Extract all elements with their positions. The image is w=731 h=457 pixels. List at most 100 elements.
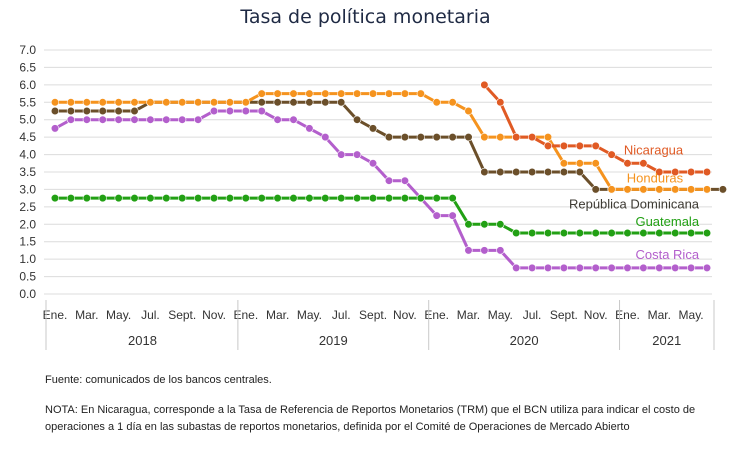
- data-point-guatemala: [496, 220, 505, 229]
- data-point-nicaragua: [591, 141, 600, 150]
- x-tick-label: May.: [297, 308, 322, 322]
- data-point-honduras: [273, 89, 282, 98]
- data-point-costa-rica: [337, 150, 346, 159]
- data-point-nicaragua: [607, 150, 616, 159]
- data-point-costa-rica: [273, 115, 282, 124]
- data-point-república-dominicana: [512, 167, 521, 177]
- data-point-república-dominicana: [718, 185, 728, 194]
- footnote: NOTA: En Nicaragua, corresponde a la Tas…: [45, 404, 696, 433]
- series-line-honduras: [55, 92, 707, 191]
- data-point-república-dominicana: [50, 106, 60, 116]
- data-point-costa-rica: [432, 211, 441, 220]
- data-point-república-dominicana: [368, 124, 378, 133]
- data-point-guatemala: [512, 228, 521, 238]
- data-point-honduras: [480, 133, 489, 142]
- x-tick-label: Mar.: [75, 308, 98, 322]
- data-point-costa-rica: [448, 211, 457, 220]
- data-point-costa-rica: [162, 115, 171, 124]
- y-tick-label: 6.5: [19, 60, 36, 74]
- data-point-república-dominicana: [496, 167, 505, 177]
- data-point-costa-rica: [480, 246, 489, 255]
- data-point-república-dominicana: [543, 167, 553, 177]
- data-point-costa-rica: [655, 263, 664, 273]
- data-point-costa-rica: [98, 115, 107, 124]
- data-point-honduras: [209, 98, 219, 107]
- data-point-república-dominicana: [559, 167, 569, 177]
- data-point-costa-rica: [559, 263, 569, 273]
- y-tick-label: 5.0: [19, 113, 36, 127]
- data-point-guatemala: [194, 194, 203, 203]
- data-point-honduras: [702, 185, 712, 194]
- data-point-honduras: [368, 89, 378, 98]
- gridlines: [44, 49, 712, 295]
- y-tick-label: 5.5: [19, 95, 36, 109]
- x-tick-label: Sept.: [359, 308, 387, 322]
- data-point-nicaragua: [527, 133, 537, 142]
- data-point-guatemala: [623, 228, 632, 238]
- data-point-costa-rica: [671, 263, 680, 273]
- data-point-costa-rica: [225, 106, 234, 116]
- data-point-honduras: [575, 159, 584, 168]
- policy-rate-chart: 0.0 0.5 1.0 1.5 2.0 2.5 3.0 3.5 4.0 4.5 5.0 5.5 6.0 6…: [19, 43, 728, 350]
- data-point-honduras: [559, 159, 569, 168]
- data-point-costa-rica: [146, 115, 155, 124]
- data-point-costa-rica: [82, 115, 91, 124]
- x-tick-label: Jul.: [523, 308, 542, 322]
- data-point-nicaragua: [639, 159, 648, 168]
- data-point-república-dominicana: [480, 167, 489, 177]
- data-point-nicaragua: [702, 167, 712, 177]
- data-point-guatemala: [337, 194, 346, 203]
- data-point-nicaragua: [480, 80, 489, 89]
- data-point-costa-rica: [257, 106, 266, 116]
- data-point-nicaragua: [512, 133, 521, 142]
- data-point-honduras: [146, 98, 155, 107]
- series-line-nicaragua: [483, 83, 707, 174]
- data-point-guatemala: [82, 194, 91, 203]
- series-label-honduras: Honduras: [627, 170, 684, 185]
- x-tick-label: Nov.: [393, 308, 417, 322]
- data-point-honduras: [671, 185, 680, 194]
- data-point-honduras: [686, 185, 696, 194]
- data-point-costa-rica: [400, 176, 410, 185]
- data-point-guatemala: [273, 194, 282, 203]
- data-point-república-dominicana: [527, 167, 537, 177]
- data-point-nicaragua: [575, 141, 584, 150]
- data-point-guatemala: [114, 194, 123, 203]
- data-point-costa-rica: [575, 263, 584, 273]
- data-point-guatemala: [591, 228, 600, 238]
- x-tick-label: Ene.: [424, 308, 449, 322]
- data-point-guatemala: [209, 194, 219, 203]
- data-point-honduras: [257, 89, 266, 98]
- data-point-costa-rica: [512, 263, 521, 273]
- data-point-costa-rica: [607, 263, 616, 273]
- x-tick-label: May.: [488, 308, 513, 322]
- source-note: Fuente: comunicados de los bancos centra…: [45, 374, 272, 386]
- data-point-guatemala: [686, 228, 696, 238]
- data-point-república-dominicana: [114, 106, 123, 116]
- data-point-guatemala: [464, 220, 473, 229]
- data-point-guatemala: [607, 228, 616, 238]
- x-tick-label: Sept.: [550, 308, 578, 322]
- data-point-república-dominicana: [384, 133, 394, 142]
- data-point-costa-rica: [496, 246, 505, 255]
- data-point-costa-rica: [353, 150, 362, 159]
- data-point-costa-rica: [194, 115, 203, 124]
- x-axis: Ene. Mar. May. Jul. Sept. Nov. Ene. Mar. May. Jul…: [43, 300, 715, 350]
- data-point-costa-rica: [130, 115, 139, 124]
- data-point-honduras: [607, 185, 616, 194]
- y-tick-label: 7.0: [19, 43, 36, 57]
- data-point-república-dominicana: [273, 98, 282, 107]
- data-point-guatemala: [130, 194, 139, 203]
- data-point-guatemala: [575, 228, 584, 238]
- data-point-honduras: [337, 89, 346, 98]
- data-point-honduras: [353, 89, 362, 98]
- data-point-costa-rica: [321, 133, 330, 142]
- y-tick-label: 4.0: [19, 148, 36, 162]
- series-label-nicaragua: Nicaragua: [624, 143, 684, 158]
- data-point-república-dominicana: [353, 115, 362, 124]
- data-point-guatemala: [257, 194, 266, 203]
- data-point-guatemala: [655, 228, 664, 238]
- series-label-costa-rica: Costa Rica: [635, 247, 699, 262]
- data-point-honduras: [496, 133, 505, 142]
- data-point-guatemala: [480, 220, 489, 229]
